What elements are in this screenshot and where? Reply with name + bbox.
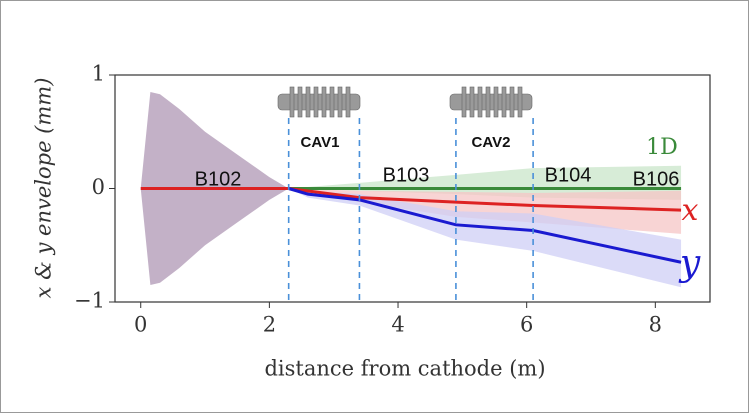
series-band	[288, 188, 682, 288]
annotation: B104	[545, 164, 592, 186]
series-label: y	[678, 243, 701, 284]
cavity-icon	[277, 86, 361, 118]
y-tick-label: −1	[74, 289, 105, 313]
series-line	[140, 187, 682, 212]
series-label: x	[682, 193, 699, 228]
x-tick-label: 0	[134, 313, 147, 337]
series-line	[288, 187, 682, 264]
plot-area	[140, 92, 682, 302]
cavity-icon	[449, 86, 533, 118]
annotation: B106	[633, 168, 680, 190]
x-axis-label: distance from cathode (m)	[264, 357, 545, 381]
x-tick-label: 4	[391, 313, 404, 337]
y-tick-label: 1	[92, 62, 105, 86]
x-tick-label: 2	[263, 313, 276, 337]
y-axis-label: x & y envelope (mm)	[32, 78, 56, 299]
x-tick-label: 6	[520, 313, 533, 337]
y-tick-label: 0	[92, 175, 105, 199]
annotation: CAV1	[301, 134, 340, 151]
annotation: B102	[195, 168, 242, 190]
annotation: B103	[383, 164, 430, 186]
annotation: CAV2	[472, 134, 511, 151]
series-label: 1D	[646, 135, 678, 160]
x-tick-label: 8	[649, 313, 662, 337]
